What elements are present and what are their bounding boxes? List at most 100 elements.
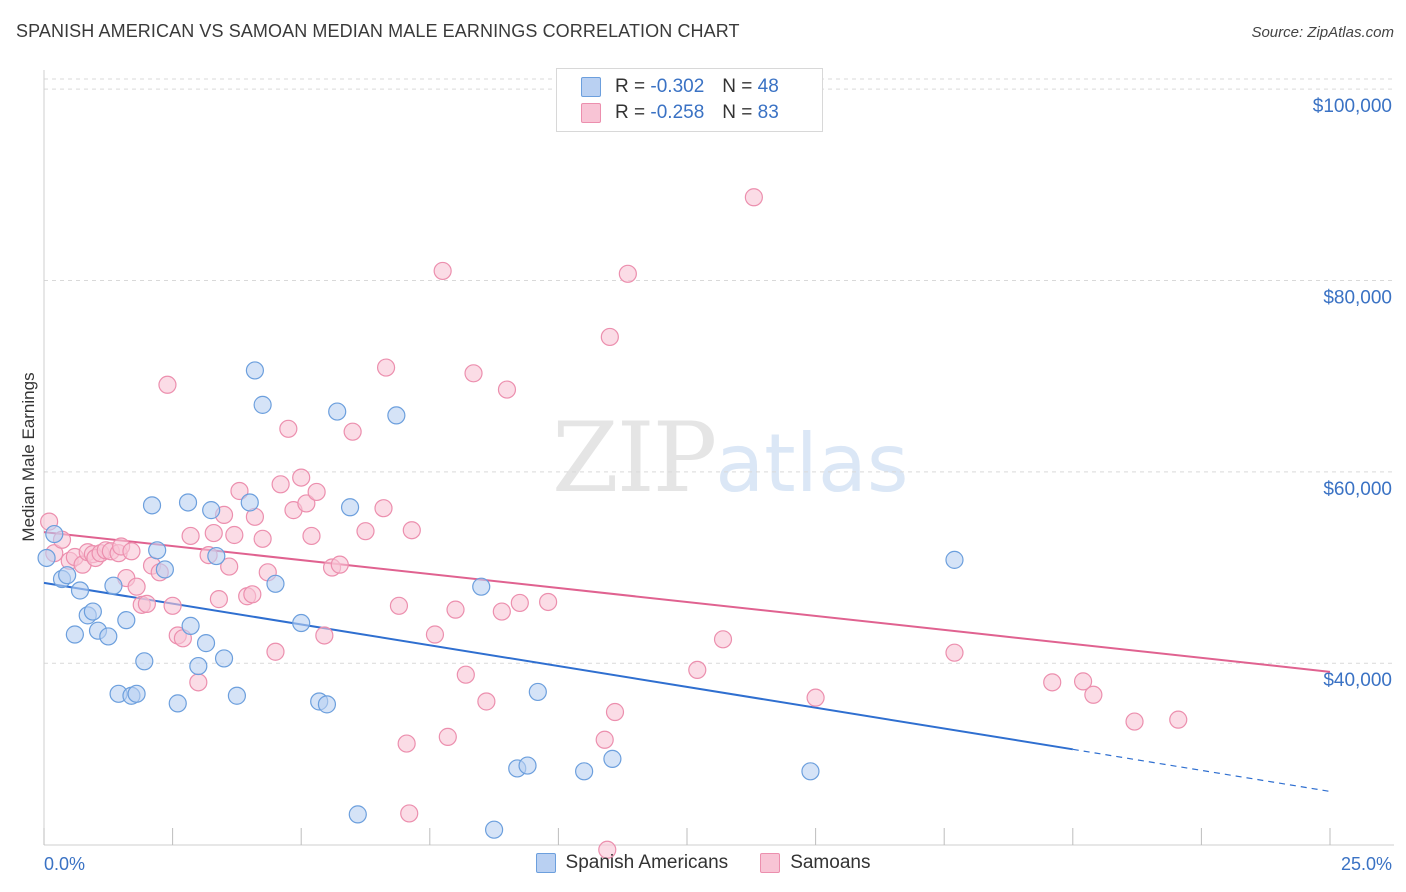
point-samoans — [292, 468, 311, 487]
point-spanish-americans — [117, 611, 136, 630]
point-samoans — [225, 525, 244, 545]
n-value: 83 — [757, 102, 779, 123]
point-samoans — [713, 630, 733, 649]
point-samoans — [1125, 712, 1144, 731]
point-samoans — [945, 643, 964, 662]
trend-line-spanish-americans-extension — [1072, 748, 1331, 793]
point-samoans — [163, 596, 182, 615]
point-samoans — [477, 692, 496, 711]
point-samoans — [600, 327, 619, 347]
point-spanish-americans — [104, 576, 123, 595]
stats-row-samoans: R = -0.258 N = 83 — [581, 100, 779, 126]
point-spanish-americans — [528, 682, 547, 702]
n-label: N = — [722, 102, 753, 123]
point-spanish-americans — [292, 613, 311, 633]
point-spanish-americans — [945, 550, 964, 569]
point-samoans — [464, 364, 483, 383]
point-samoans — [279, 419, 298, 438]
point-spanish-americans — [58, 566, 77, 585]
point-spanish-americans — [348, 805, 367, 824]
pink-swatch — [760, 853, 781, 873]
point-samoans — [374, 499, 393, 518]
point-samoans — [243, 585, 262, 604]
point-spanish-americans — [227, 686, 246, 705]
point-spanish-americans — [266, 574, 285, 593]
watermark-zip: ZIP — [552, 402, 717, 514]
point-spanish-americans — [328, 402, 347, 421]
point-spanish-americans — [168, 694, 187, 713]
y-tick-label: $80,000 — [1323, 287, 1392, 308]
legend-item-spanish-americans[interactable]: Spanish Americans — [535, 852, 729, 874]
point-spanish-americans — [518, 756, 537, 775]
point-samoans — [598, 840, 617, 859]
series-legend: Spanish Americans Samoans — [0, 852, 1406, 874]
point-samoans — [122, 542, 141, 561]
point-spanish-americans — [45, 524, 64, 544]
legend-label: Samoans — [790, 852, 871, 873]
legend-label: Spanish Americans — [565, 852, 729, 873]
point-samoans — [189, 673, 208, 692]
point-samoans — [204, 523, 223, 543]
x-tick-label-max: 25.0% — [1341, 854, 1392, 874]
point-samoans — [271, 475, 290, 494]
point-spanish-americans — [317, 695, 337, 714]
point-spanish-americans — [181, 616, 200, 635]
trend-line-spanish-americans — [43, 581, 1073, 751]
point-samoans — [209, 590, 228, 609]
point-spanish-americans — [472, 577, 491, 596]
watermark-atlas: atlas — [715, 417, 909, 510]
point-samoans — [389, 596, 409, 615]
stats-row-spanish-americans: R = -0.302 N = 48 — [581, 74, 779, 100]
point-spanish-americans — [340, 498, 360, 517]
point-samoans — [402, 521, 421, 540]
point-samoans — [220, 557, 239, 576]
point-samoans — [456, 665, 475, 684]
point-samoans — [137, 594, 156, 613]
point-samoans — [744, 188, 763, 207]
pink-swatch — [581, 103, 601, 123]
point-spanish-americans — [196, 634, 216, 653]
legend-item-samoans[interactable]: Samoans — [760, 852, 870, 874]
point-spanish-americans — [240, 493, 259, 512]
point-spanish-americans — [135, 652, 154, 671]
x-axis-ticks — [43, 828, 1331, 845]
point-samoans — [181, 526, 200, 546]
point-spanish-americans — [155, 560, 174, 579]
point-samoans — [688, 660, 707, 680]
point-spanish-americans — [142, 496, 162, 515]
chart-source: Source: ZipAtlas.com — [1251, 24, 1394, 41]
point-samoans — [356, 522, 375, 541]
point-samoans — [425, 625, 445, 644]
point-samoans — [446, 600, 465, 619]
point-samoans — [158, 375, 177, 394]
r-label: R = — [615, 102, 646, 123]
point-samoans — [330, 555, 349, 574]
point-spanish-americans — [99, 627, 118, 646]
y-axis-title: Median Male Earnings — [19, 372, 38, 541]
blue-swatch — [581, 77, 601, 97]
point-samoans — [315, 626, 334, 645]
point-samoans — [266, 642, 285, 661]
point-spanish-americans — [37, 548, 56, 568]
point-spanish-americans — [214, 649, 234, 668]
point-samoans — [539, 592, 558, 612]
point-spanish-americans — [202, 501, 221, 520]
y-tick-label: $100,000 — [1313, 96, 1392, 117]
y-axis-tick-labels: $40,000 $60,000 $80,000 $100,000 — [1313, 96, 1392, 691]
watermark: ZIPatlas — [552, 402, 909, 514]
point-samoans — [400, 804, 419, 823]
y-tick-label: $60,000 — [1323, 479, 1392, 500]
point-samoans — [1073, 672, 1093, 691]
n-label: N = — [722, 76, 753, 97]
point-spanish-americans — [148, 541, 167, 560]
x-tick-label-min: 0.0% — [44, 854, 85, 874]
point-spanish-americans — [127, 684, 146, 703]
point-samoans — [806, 688, 825, 707]
point-samoans — [343, 422, 362, 441]
point-spanish-americans — [603, 749, 622, 768]
point-spanish-americans — [70, 581, 90, 600]
point-samoans — [438, 727, 457, 746]
n-value: 48 — [757, 76, 779, 97]
point-samoans — [433, 261, 452, 281]
